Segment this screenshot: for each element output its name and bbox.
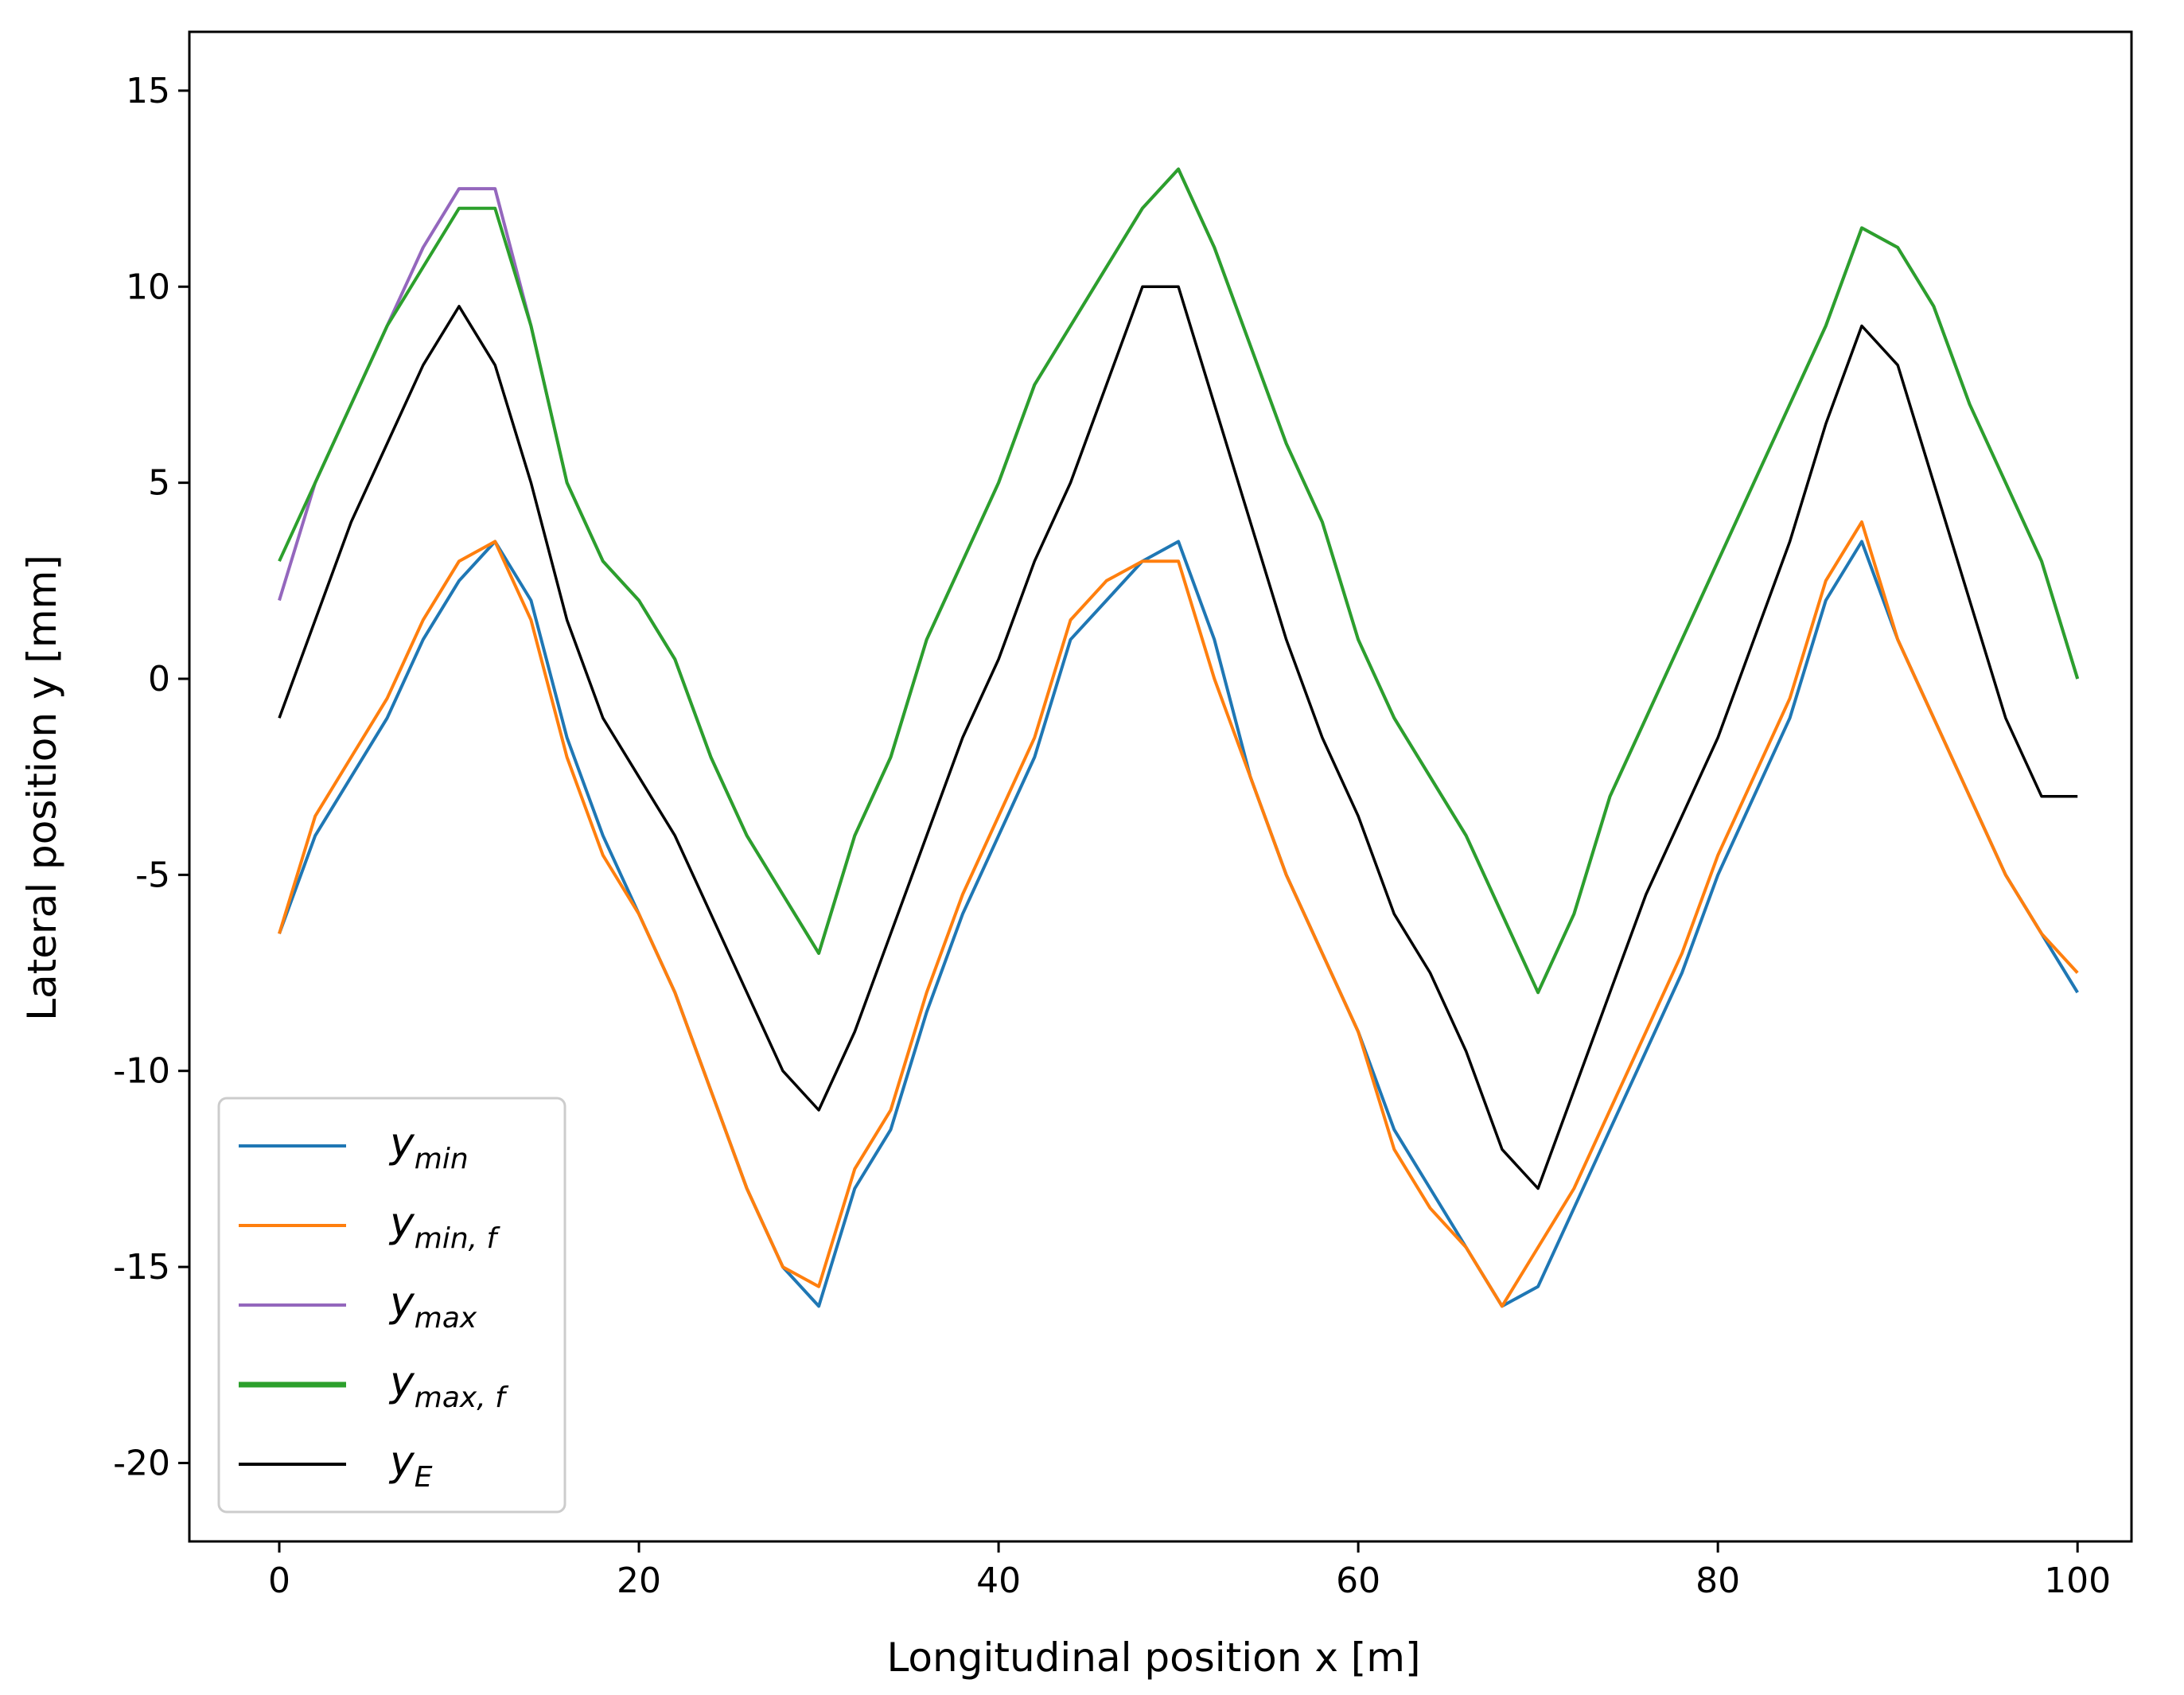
x-tick-label: 0 [268,1561,290,1601]
legend-label-y-min: ymin [388,1120,469,1175]
y-axis-ticks: 15 10 5 0 -5 -10 -15 -20 [113,71,189,1483]
series-layer [278,167,2080,1308]
x-tick-label: 100 [2044,1561,2111,1601]
x-axis-ticks: 0 20 40 60 80 100 [268,1541,2111,1601]
series-line-y-max-f [278,167,2080,995]
x-tick-label: 20 [617,1561,661,1601]
y-tick-label: 5 [148,463,170,504]
series-line-y-max [278,167,2080,995]
series-line-y-min [278,540,2079,1308]
series-line-y-min-f [278,520,2079,1308]
y-tick-label: -20 [113,1443,170,1483]
legend-label-y-E: yE [388,1438,433,1494]
x-tick-label: 80 [1695,1561,1740,1601]
y-tick-label: -5 [135,855,170,895]
y-tick-label: 10 [126,267,170,307]
series-line-y-E [278,285,2078,1190]
legend-label-y-min-f: ymin, f [388,1199,501,1255]
legend-label-y-max-f: ymax, f [388,1358,509,1414]
legend: ymin ymin, f ymax ymax, f yE [217,1097,566,1514]
y-axis-label: Lateral position y [mm] [19,555,65,1021]
x-axis-label: Longitudinal position x [m] [886,1635,1420,1681]
plot-frame [188,30,2133,1543]
y-tick-label: 0 [148,659,170,699]
y-tick-label: -10 [113,1051,170,1092]
y-tick-label: -15 [113,1247,170,1288]
legend-label-y-max: ymax [388,1279,477,1335]
y-tick-label: 15 [126,71,170,111]
x-tick-label: 40 [976,1561,1021,1601]
x-tick-label: 60 [1336,1561,1380,1601]
legend-box [217,1097,566,1514]
